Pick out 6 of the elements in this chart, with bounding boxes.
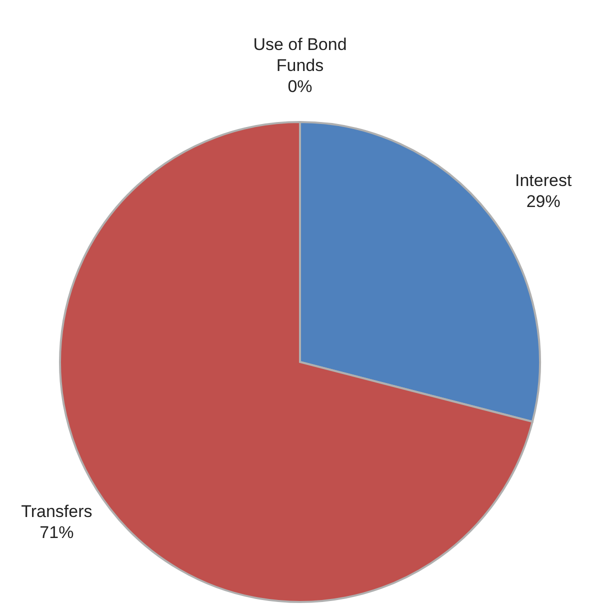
category-label: Use of Bond Funds	[253, 35, 347, 75]
slice-label: Transfers	[21, 502, 92, 521]
data-label: 29%	[526, 192, 560, 212]
data-label: 71%	[40, 522, 74, 542]
text: 0%	[288, 77, 312, 96]
slice-label: Interest	[514, 171, 572, 190]
